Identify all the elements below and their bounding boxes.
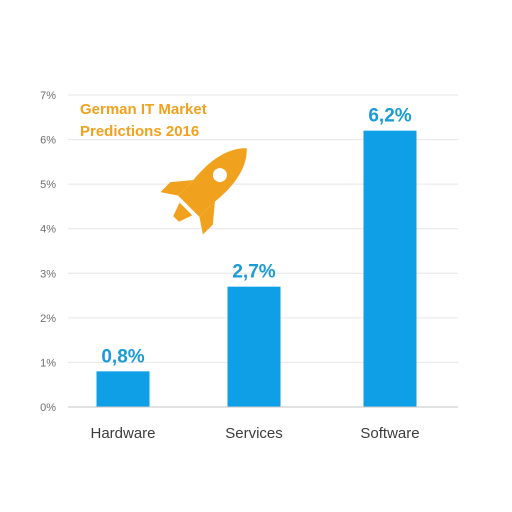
y-tick-label: 3% [40,268,56,280]
y-tick-label: 4% [40,224,56,236]
category-label-software: Software [360,425,419,442]
x-axis-category-labels: Hardware Services Software [90,425,419,442]
data-label-hardware: 0,8% [101,346,144,367]
y-tick-label: 7% [40,90,56,102]
data-label-software: 6,2% [368,106,411,127]
rocket-icon [160,148,247,235]
gridlines [68,94,458,363]
chart-title-line-1: German IT Market [80,101,207,118]
bar-hardware [96,371,150,407]
y-tick-label: 2% [40,313,56,325]
y-axis-tick-labels: 0% 1% 2% 3% 4% 5% 6% 7% [40,90,56,414]
y-tick-label: 0% [40,402,56,414]
chart-title-line-2: Predictions 2016 [80,123,199,140]
data-labels: 0,8% 2,7% 6,2% [101,106,411,368]
category-label-services: Services [225,425,283,442]
y-tick-label: 5% [40,179,56,191]
y-tick-label: 6% [40,135,56,147]
bar-software [363,130,417,407]
bars [96,130,417,407]
bar-services [227,286,281,407]
data-label-services: 2,7% [232,262,275,283]
category-label-hardware: Hardware [90,425,155,442]
y-tick-label: 1% [40,357,56,369]
